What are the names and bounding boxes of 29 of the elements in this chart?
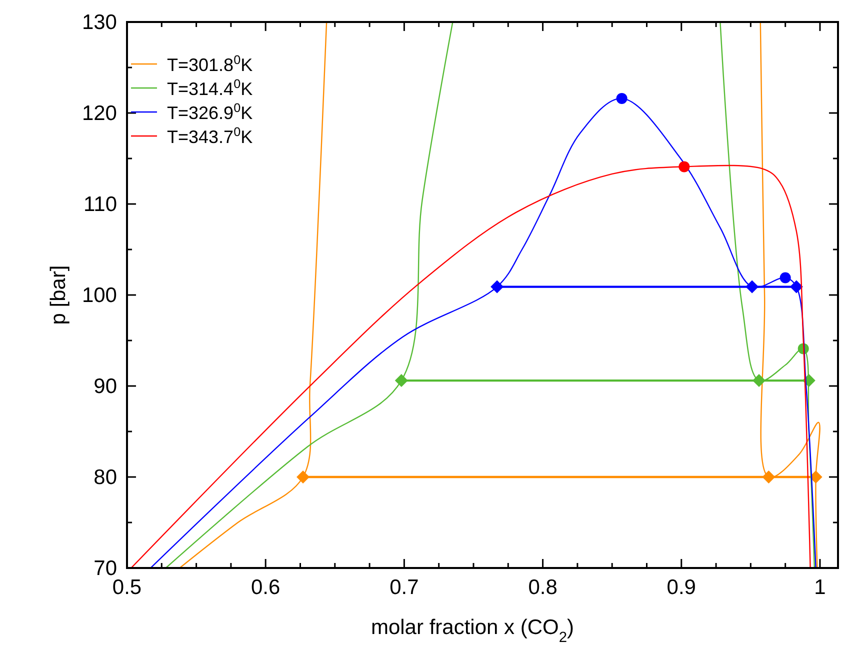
x-tick-label: 1 [814, 576, 826, 599]
x-tick-label: 0.7 [390, 576, 419, 599]
point [752, 374, 766, 388]
point [790, 280, 803, 294]
x-tick-label: 0.8 [528, 576, 558, 599]
x-tick-label: 0.6 [250, 576, 280, 599]
y-tick-label: 80 [94, 466, 117, 489]
point [746, 280, 759, 294]
point [780, 272, 791, 284]
x-tick-label: 0.9 [666, 576, 696, 599]
line-series [165, 22, 454, 568]
y-axis-title: p [bar] [47, 265, 70, 325]
point [616, 92, 628, 104]
y-tick-label: 100 [82, 284, 117, 307]
y-tick-label: 90 [94, 375, 117, 398]
y-tick-label: 130 [82, 11, 117, 34]
point [678, 161, 690, 172]
y-tick-label: 110 [84, 193, 117, 216]
point [296, 470, 310, 484]
legend-label: T=343.7$^{0}$K [167, 125, 253, 147]
x-axis-title: molar fraction x (CO$_{2}$) [370, 616, 574, 646]
point [809, 470, 822, 484]
y-tick-label: 120 [82, 102, 117, 125]
point [394, 374, 408, 388]
point [490, 280, 504, 294]
legend-label: T=326.9$^{0}$K [167, 101, 253, 123]
legend-label: T=314.4$^{0}$K [167, 77, 253, 99]
legend-label: T=301.8$^{0}$K [167, 53, 253, 75]
point [762, 470, 776, 484]
